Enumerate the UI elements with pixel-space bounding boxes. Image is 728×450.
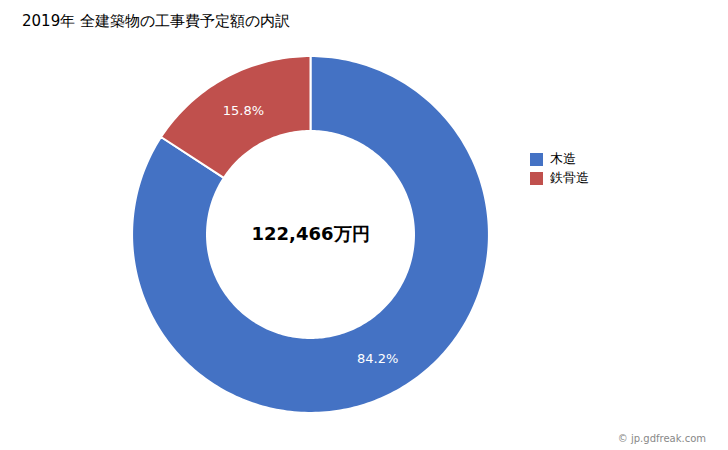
html-text:© jp.gdfreak.com: © jp.gdfreak.com	[617, 433, 706, 444]
html-text:2019年 全建築物の工事費予定額の内訳: 2019年 全建築物の工事費予定額の内訳	[22, 12, 290, 30]
html-text:鉄骨造: 鉄骨造	[549, 170, 589, 185]
svg-text:15.8%: 15.8%	[223, 103, 264, 118]
svg-text:122,466万円: 122,466万円	[252, 223, 370, 244]
html-text:木造: 木造	[549, 151, 576, 166]
svg-text:84.2%: 84.2%	[357, 351, 398, 366]
